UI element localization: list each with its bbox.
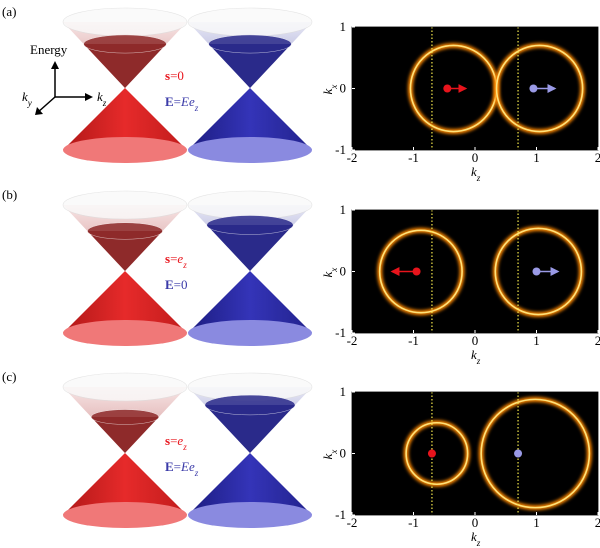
upper-rim [63,191,187,219]
text-segment: x [329,268,339,273]
rich-text: kz [471,347,481,366]
node-dot [514,450,522,458]
upper-rim [63,8,187,36]
lower-rim [63,137,187,163]
x-tick-label: 0 [472,333,479,348]
energy-label: Energy [30,42,68,57]
lower-rim [188,502,312,528]
panel-label: (b) [2,187,17,202]
upper-rim [188,191,312,219]
x-tick-label: -2 [347,515,358,530]
rich-text: kx [320,450,339,460]
text-segment: = [174,94,181,109]
rich-text: E=Eez [165,459,199,478]
text-segment: =0 [170,68,184,83]
cap-surface [209,35,292,53]
text-segment: E [165,277,174,292]
text-segment: x [329,450,339,455]
y-tick-label: 0 [340,446,347,461]
plot-area [352,392,598,515]
text-segment: z [194,468,199,478]
x-tick-label: 1 [533,515,540,530]
y-tick-label: 1 [340,384,347,399]
cap-surface [91,410,159,425]
node-dot [529,85,537,93]
y-tick-label: -1 [335,325,346,340]
rich-text: ky [22,89,33,108]
plot-area [352,27,598,150]
arrow-head [51,61,59,69]
plot-area [352,210,598,333]
x-tick-label: 2 [595,333,600,348]
cap-surface [87,223,162,240]
text-segment: z [102,98,107,108]
arrow-head [85,93,93,101]
cap-surface [205,395,295,415]
text-segment: x [329,85,339,90]
text-segment: z [476,538,481,548]
text-segment: E [165,94,174,109]
panel-label: (a) [2,4,16,19]
rich-text: kz [471,529,481,548]
text-segment: = [170,433,177,448]
node-dot [443,85,451,93]
y-tick-label: 0 [340,81,347,96]
text-segment: E [180,94,189,109]
x-tick-label: -2 [347,150,358,165]
cap-surface [84,35,167,53]
x-tick-label: 0 [472,515,479,530]
panel-label: (c) [2,369,16,384]
y-tick-label: 1 [340,202,347,217]
text-segment: z [194,103,199,113]
upper-rim [188,8,312,36]
rich-text: s=ez [165,251,187,270]
rich-text: E=Eez [165,94,199,113]
x-tick-label: 2 [595,150,600,165]
text-segment: z [182,442,187,452]
x-tick-label: -2 [347,333,358,348]
node-dot [533,268,541,276]
rich-text: kx [320,268,339,278]
text-segment: = [170,251,177,266]
x-tick-label: 1 [533,150,540,165]
text-segment: E [180,459,189,474]
lower-rim [188,137,312,163]
cap-surface [207,215,293,234]
text-segment: z [476,356,481,366]
x-tick-label: -1 [408,333,419,348]
text-segment: z [476,173,481,183]
lower-rim [63,502,187,528]
x-tick-label: 1 [533,333,540,348]
text-segment: = [174,459,181,474]
text-segment: y [27,98,33,108]
lower-rim [188,320,312,346]
x-tick-label: 0 [472,150,479,165]
rich-text: s=ez [165,433,187,452]
text-segment: E [165,459,174,474]
rich-text: kx [320,85,339,95]
upper-rim [63,373,187,401]
y-tick-label: 0 [340,264,347,279]
y-tick-label: 1 [340,19,347,34]
lower-rim [63,320,187,346]
rich-text: kz [97,89,107,108]
figure: (a)s=0E=EezEnergykzky-2-1012-101kzkx(b)s… [0,0,600,548]
x-tick-label: 2 [595,515,600,530]
node-dot [428,450,436,458]
y-tick-label: -1 [335,507,346,522]
rich-text: kz [471,164,481,183]
x-tick-label: -1 [408,150,419,165]
x-tick-label: -1 [408,515,419,530]
y-tick-label: -1 [335,142,346,157]
rich-text: E=0 [165,277,188,292]
node-dot [413,268,421,276]
text-segment: =0 [174,277,188,292]
rich-text: s=0 [165,68,184,83]
text-segment: z [182,260,187,270]
